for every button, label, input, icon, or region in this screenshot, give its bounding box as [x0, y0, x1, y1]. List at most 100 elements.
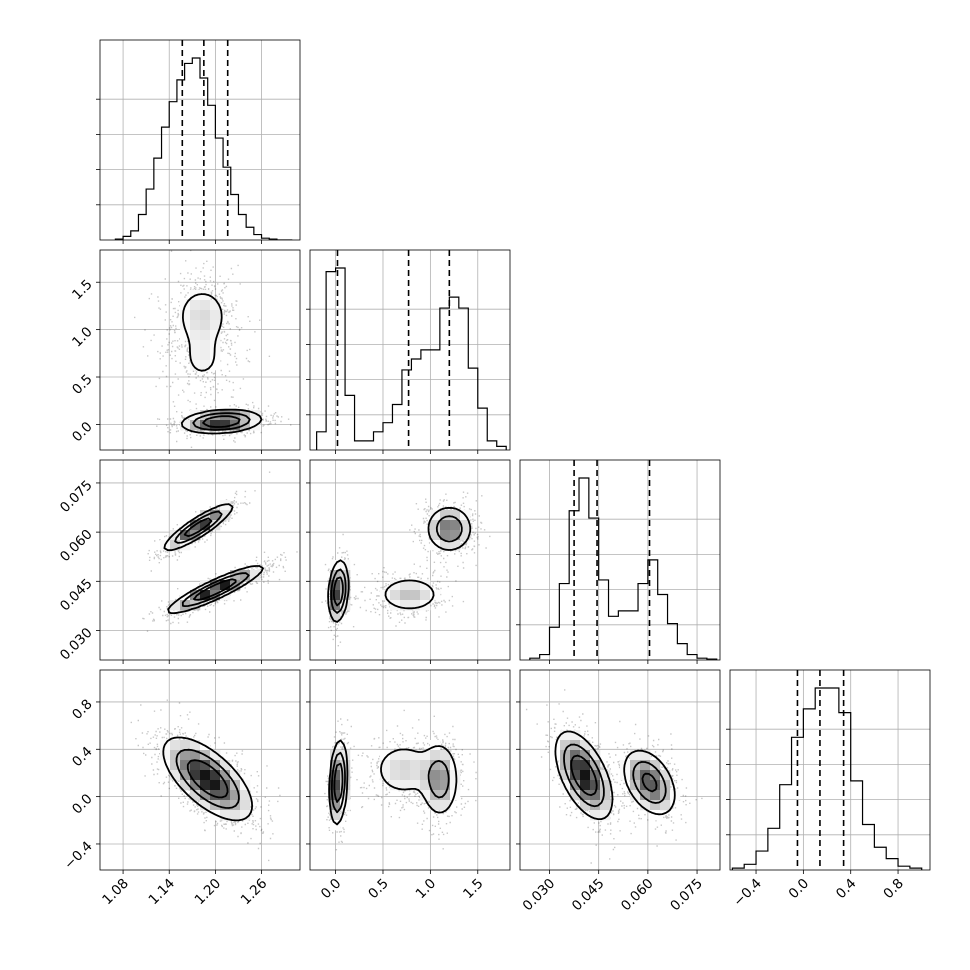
density-cell [180, 310, 191, 321]
density-cell [570, 760, 581, 771]
density-cell [440, 530, 451, 541]
density-cell [650, 760, 661, 771]
density-cell [440, 540, 451, 551]
density-cell [590, 810, 601, 821]
contour-line [183, 517, 237, 601]
y-tick-label: 0.4 [69, 744, 96, 771]
density-cell [200, 290, 211, 301]
histogram-1 [316, 267, 507, 450]
density-3-2 [525, 689, 703, 864]
density-2-0 [142, 471, 298, 632]
density-cell [440, 780, 451, 791]
density-cell [440, 510, 451, 521]
density-cell [380, 760, 391, 771]
density-cell [660, 800, 671, 811]
density-cell [230, 420, 241, 431]
density-cell [330, 810, 341, 821]
density-cell [190, 310, 201, 321]
contour-line [163, 503, 264, 615]
density-cell [430, 750, 441, 761]
density-cell [170, 600, 181, 611]
density-cell [330, 600, 341, 611]
density-cell [430, 800, 441, 811]
density-cell [600, 780, 611, 791]
density-cell [170, 540, 181, 551]
x-tick-label: 0.0 [786, 876, 813, 903]
density-cell [640, 750, 651, 761]
density-cell [410, 760, 421, 771]
density-cell [200, 780, 211, 791]
density-cell [420, 780, 431, 791]
contour-line [186, 759, 229, 799]
density-cell [420, 790, 431, 801]
density-cell [180, 770, 191, 781]
x-tick-label: −0.4 [730, 876, 764, 910]
density-cell [590, 780, 601, 791]
density-cell [570, 730, 581, 741]
density-cell [220, 410, 231, 421]
x-tick-label: 1.14 [145, 876, 178, 909]
density-cell [250, 410, 261, 421]
density-cell [170, 530, 181, 541]
density-cell [630, 770, 641, 781]
density-cell [200, 330, 211, 341]
contour-line [162, 736, 253, 822]
density-cell [400, 750, 411, 761]
density-cell [200, 320, 211, 331]
density-cell [340, 600, 351, 611]
density-cell [420, 590, 431, 601]
density-cell [640, 760, 651, 771]
density-cell [230, 410, 241, 421]
density-cell [210, 760, 221, 771]
density-cell [410, 750, 421, 761]
panel-frame-1-0 [99, 249, 301, 451]
density-cell [430, 590, 441, 601]
y-tick-label: 1.0 [69, 324, 96, 351]
y-tick-label: 0.0 [69, 791, 96, 818]
density-cell [640, 790, 651, 801]
density-cell [190, 330, 201, 341]
density-cell [200, 590, 211, 601]
density-cell [240, 570, 251, 581]
density-cell [440, 800, 451, 811]
x-tick-label: 0.075 [667, 876, 706, 915]
density-cell [330, 760, 341, 771]
density-cell [570, 790, 581, 801]
density-cell [640, 770, 651, 781]
x-tick-label: 0.060 [618, 876, 657, 915]
density-cell [410, 580, 421, 591]
density-cell [220, 760, 231, 771]
density-cell [450, 530, 461, 541]
density-cell [180, 330, 191, 341]
density-cell [220, 770, 231, 781]
density-cell [220, 580, 231, 591]
density-cell [230, 790, 241, 801]
density-cell [420, 760, 431, 771]
y-tick-label: 0.8 [69, 696, 96, 723]
density-cell [650, 780, 661, 791]
density-cell [190, 530, 201, 541]
density-cell [400, 590, 411, 601]
density-cell [380, 770, 391, 781]
density-cell [580, 800, 591, 811]
x-tick-label: 0.030 [520, 876, 559, 915]
histogram-2 [529, 477, 718, 660]
density-cell [210, 770, 221, 781]
density-cell [210, 320, 221, 331]
density-cell [460, 530, 471, 541]
density-cell [390, 780, 401, 791]
density-cell [240, 800, 251, 811]
density-cell [430, 530, 441, 541]
density-cell [450, 770, 461, 781]
density-cell [660, 770, 671, 781]
contour-line [570, 754, 658, 796]
density-cell [180, 740, 191, 751]
contour-line [202, 415, 241, 428]
y-tick-label: −0.4 [61, 838, 95, 872]
density-cell [190, 780, 201, 791]
density-cell [190, 350, 201, 361]
density-cell [200, 300, 211, 311]
density-cell [180, 420, 191, 431]
density-cell [210, 520, 221, 531]
